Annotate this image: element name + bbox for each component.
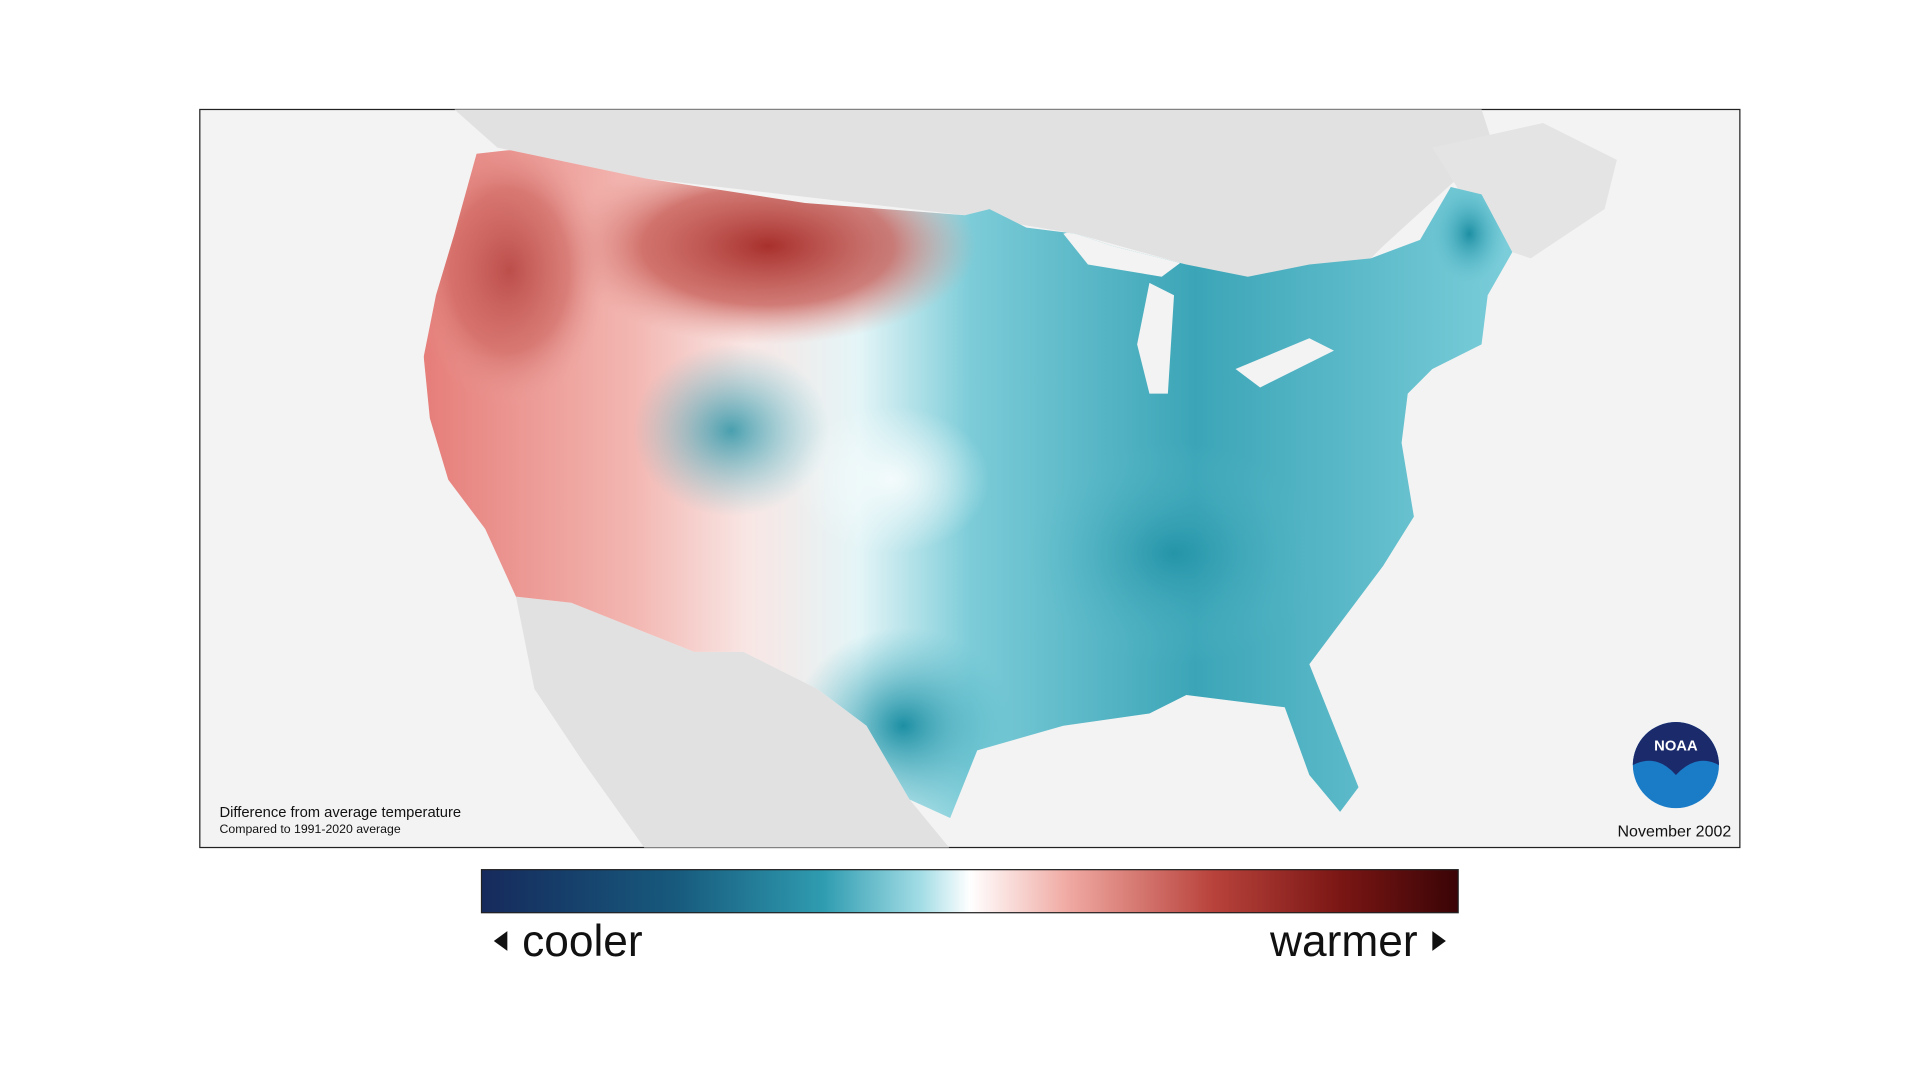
caption: Difference from average temperature — [219, 805, 461, 821]
mexico — [515, 596, 950, 848]
warmer-label: warmer — [1269, 917, 1418, 966]
cool-southeast — [1026, 442, 1322, 665]
legend: cooler warmer — [480, 869, 1459, 966]
color-bar — [480, 869, 1459, 914]
cool-maine — [1432, 184, 1507, 283]
noaa-logo: NOAA — [1632, 722, 1719, 809]
map-frame: Difference from average temperature Comp… — [199, 108, 1741, 849]
cool-rockies — [632, 344, 830, 517]
lake-erie — [1235, 338, 1334, 388]
cooler-label: cooler — [522, 917, 643, 966]
cooler-arrow — [493, 931, 508, 951]
lake-michigan — [1137, 282, 1175, 394]
maritimes — [1432, 123, 1617, 259]
neutral-plains — [792, 405, 990, 554]
warmer-arrow — [1432, 931, 1446, 951]
logo-text: NOAA — [1654, 738, 1698, 754]
subcaption: Compared to 1991-2020 average — [219, 822, 400, 836]
date: November 2002 — [1618, 823, 1732, 840]
